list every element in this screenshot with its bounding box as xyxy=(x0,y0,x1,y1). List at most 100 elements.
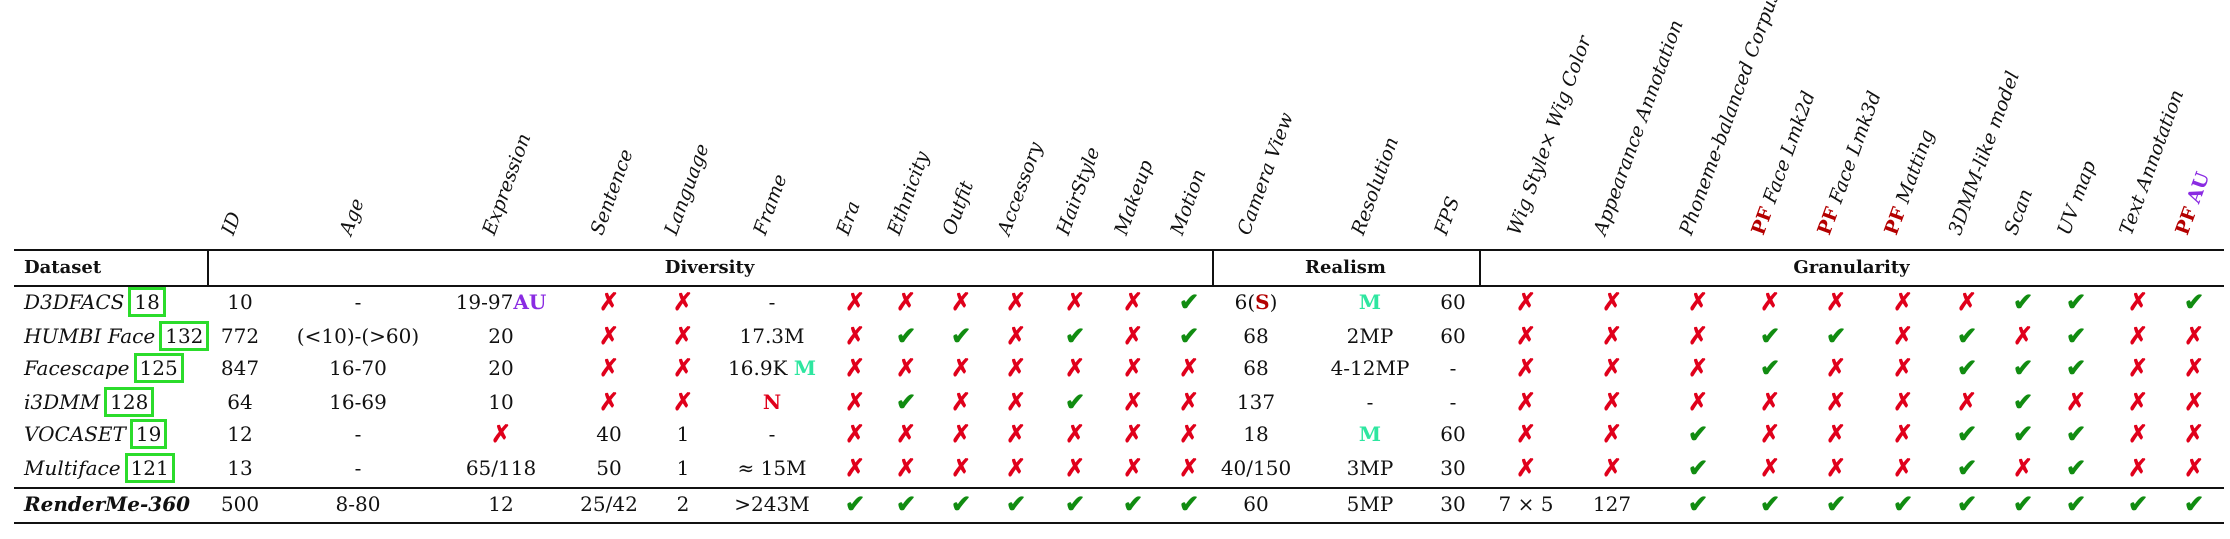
table-cell: ✗ xyxy=(1602,319,1622,353)
cell-marker: S xyxy=(1255,290,1270,314)
column-header: PF AU xyxy=(2171,169,2214,238)
table-cell: 16.9K M xyxy=(728,351,816,385)
check-icon: ✔ xyxy=(1178,287,1200,316)
cross-icon: ✗ xyxy=(1601,419,1623,448)
table-cell: ✗ xyxy=(673,385,693,419)
check-icon: ✔ xyxy=(1759,489,1781,518)
table-cell: - xyxy=(769,285,776,319)
column-label: Matting xyxy=(1891,126,1939,207)
check-icon: ✔ xyxy=(1759,353,1781,382)
check-icon: ✔ xyxy=(1825,321,1847,350)
table-cell: ✔ xyxy=(1826,487,1846,521)
dataset-name: D3DFACS 18 xyxy=(24,285,166,319)
cell-value-suffix: ) xyxy=(1269,290,1278,314)
table-cell: 1 xyxy=(677,417,690,451)
cross-icon: ✗ xyxy=(950,453,972,482)
table-cell: ✗ xyxy=(2128,385,2148,419)
table-cell: 60 xyxy=(1440,285,1465,319)
column-header: FPS xyxy=(1430,194,1464,238)
column-label: Resolution xyxy=(1347,134,1404,238)
table-cell: ✗ xyxy=(2128,319,2148,353)
table-cell: ✗ xyxy=(1065,285,1085,319)
citation-link[interactable]: 128 xyxy=(104,387,155,417)
table-cell: ✔ xyxy=(1760,351,1780,385)
column-label: Motion xyxy=(1166,166,1211,238)
table-cell: ✔ xyxy=(1957,487,1977,521)
check-icon: ✔ xyxy=(1956,321,1978,350)
table-cell: 60 xyxy=(1440,417,1465,451)
check-icon: ✔ xyxy=(1005,489,1027,518)
cell-marker: M xyxy=(793,356,816,380)
table-cell: ✗ xyxy=(896,351,916,385)
table-cell: ✔ xyxy=(1957,417,1977,451)
citation-link[interactable]: 132 xyxy=(159,321,210,351)
table-cell: ✔ xyxy=(951,487,971,521)
table-cell: ✗ xyxy=(1123,319,1143,353)
group-realism: Realism xyxy=(1305,257,1386,278)
table-cell: ✗ xyxy=(2128,417,2148,451)
cross-icon: ✗ xyxy=(672,387,694,416)
table-cell: 1 xyxy=(677,451,690,485)
table-cell: ✔ xyxy=(1179,487,1199,521)
table-cell: ✔ xyxy=(896,487,916,521)
table-cell: 50 xyxy=(596,451,621,485)
cross-icon: ✗ xyxy=(1122,387,1144,416)
cell-value: 17.3M xyxy=(739,324,805,348)
dataset-label: HUMBI Face xyxy=(24,324,156,348)
check-icon: ✔ xyxy=(1178,321,1200,350)
table-cell: ✗ xyxy=(1826,385,1846,419)
check-icon: ✔ xyxy=(2012,387,2034,416)
table-cell: ✗ xyxy=(1179,417,1199,451)
cell-value: - xyxy=(354,422,362,446)
cross-icon: ✗ xyxy=(1005,321,1027,350)
table-cell: ✗ xyxy=(951,385,971,419)
cell-value: 10 xyxy=(488,390,514,414)
cross-icon: ✗ xyxy=(2183,419,2205,448)
column-header: Motion xyxy=(1166,166,1210,238)
table-cell: ✗ xyxy=(1893,319,1913,353)
dataset-name: i3DMM 128 xyxy=(24,385,155,419)
cross-icon: ✗ xyxy=(1122,321,1144,350)
cell-value: 847 xyxy=(220,356,260,380)
table-cell: 2MP xyxy=(1347,319,1394,353)
check-icon: ✔ xyxy=(1892,489,1914,518)
table-cell: 127 xyxy=(1593,487,1631,521)
table-cell: ✔ xyxy=(2013,351,2033,385)
dataset-label: RenderMe-360 xyxy=(24,492,191,516)
table-cell: ✗ xyxy=(1688,285,1708,319)
table-cell: ✗ xyxy=(1123,385,1143,419)
dataset-label: Facescape xyxy=(24,356,130,380)
table-cell: ✔ xyxy=(2013,487,2033,521)
table-cell: ✗ xyxy=(1602,451,1622,485)
table-cell: ✗ xyxy=(1826,451,1846,485)
table-cell: 847 xyxy=(221,351,259,385)
table-cell: N xyxy=(763,385,781,419)
cross-icon: ✗ xyxy=(1759,387,1781,416)
table-cell: ✔ xyxy=(2066,451,2086,485)
table-cell: ✔ xyxy=(1688,451,1708,485)
table-cell: 6(S) xyxy=(1235,285,1278,319)
column-label: Face Lmk3d xyxy=(1824,88,1886,207)
column-label: Frame xyxy=(749,171,792,238)
column-label: Appearance Annotation xyxy=(1589,16,1688,239)
table-cell: ✗ xyxy=(1006,417,1026,451)
column-header: Wig Style× Wig Color xyxy=(1503,33,1596,238)
cross-icon: ✗ xyxy=(1892,287,1914,316)
citation-link[interactable]: 125 xyxy=(133,353,184,383)
table-cell: ✔ xyxy=(1179,319,1199,353)
cell-value: 2 xyxy=(676,492,690,516)
check-icon: ✔ xyxy=(895,321,917,350)
cross-icon: ✗ xyxy=(844,321,866,350)
cell-marker: M xyxy=(1358,422,1382,446)
cell-value: 25/42 xyxy=(580,492,638,516)
table-cell: M xyxy=(1359,285,1381,319)
citation-link[interactable]: 121 xyxy=(124,453,175,483)
column-header: Resolution xyxy=(1347,134,1403,238)
table-cell: ✗ xyxy=(1123,351,1143,385)
citation-link[interactable]: 19 xyxy=(129,419,168,449)
cross-icon: ✗ xyxy=(2127,419,2149,448)
table-cell: ✗ xyxy=(1602,385,1622,419)
table-cell: ✗ xyxy=(1179,451,1199,485)
citation-link[interactable]: 18 xyxy=(128,287,166,317)
table-cell: 772 xyxy=(221,319,259,353)
